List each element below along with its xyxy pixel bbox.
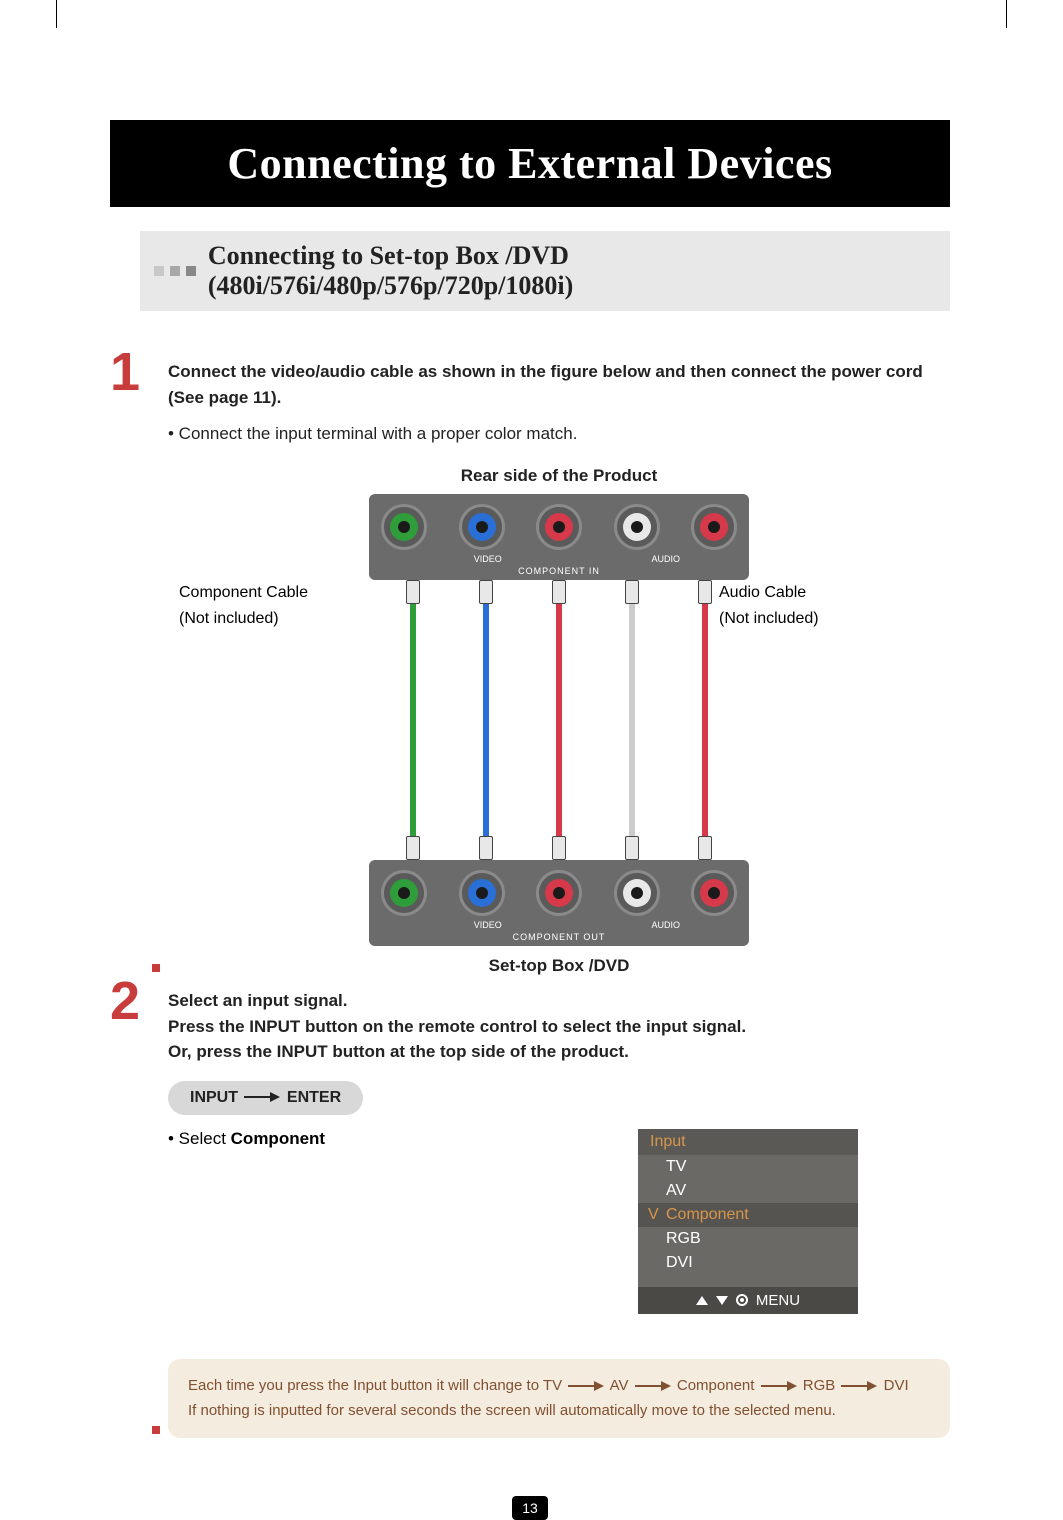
rca-jack	[691, 870, 737, 916]
step-2: 2 Select an input signal. Press the INPU…	[110, 980, 950, 1438]
video-label: VIDEO	[381, 554, 595, 564]
page-content: Connecting to External Devices Connectin…	[110, 120, 950, 1438]
rca-jack	[614, 870, 660, 916]
input-enter-pill: INPUT ENTER	[168, 1081, 363, 1115]
panel-labels: VIDEO AUDIO	[381, 920, 737, 930]
step-number: 1	[110, 351, 158, 976]
rca-jack	[459, 870, 505, 916]
input-menu-item[interactable]: VComponent	[638, 1203, 858, 1227]
jack-row	[381, 504, 737, 550]
note-line-1: Each time you press the Input button it …	[188, 1373, 930, 1399]
step-2-lower: • Select Component Input TVAVVComponentR…	[168, 1129, 950, 1329]
step-number: 2	[110, 980, 158, 1438]
video-label: VIDEO	[381, 920, 595, 930]
cable-area: Component Cable (Not included) Audio Cab…	[369, 580, 749, 860]
input-menu-header: Input	[638, 1129, 858, 1155]
component-cable-label: Component Cable (Not included)	[179, 580, 359, 631]
section-marker-icon	[186, 266, 196, 276]
triangle-down-icon	[716, 1296, 728, 1305]
component-out-label: COMPONENT OUT	[381, 932, 737, 942]
page-title: Connecting to External Devices	[227, 139, 832, 188]
rca-jack	[691, 504, 737, 550]
arrow-right-icon	[761, 1382, 797, 1390]
input-menu-item[interactable]: DVI	[638, 1251, 858, 1275]
input-menu: Input TVAVVComponentRGBDVI MENU	[638, 1129, 858, 1314]
rca-jack	[614, 504, 660, 550]
rca-jack	[536, 870, 582, 916]
cable	[625, 580, 639, 860]
audio-label: AUDIO	[595, 554, 737, 564]
audio-cable-label: Audio Cable (Not included)	[719, 580, 899, 631]
input-menu-item[interactable]: TV	[638, 1155, 858, 1179]
cable	[406, 580, 420, 860]
step-1-heading: Connect the video/audio cable as shown i…	[168, 359, 950, 410]
rca-jack	[459, 504, 505, 550]
connection-diagram: VIDEO AUDIO COMPONENT IN Component Cable…	[369, 494, 749, 946]
arrow-right-icon	[635, 1382, 671, 1390]
crop-marks	[0, 0, 1063, 40]
input-menu-items: TVAVVComponentRGBDVI	[638, 1155, 858, 1275]
page-number: 13	[512, 1496, 548, 1520]
arrow-right-icon	[841, 1382, 877, 1390]
enter-ring-icon	[736, 1294, 748, 1306]
section-title: Connecting to Set-top Box /DVD (480i/576…	[208, 241, 936, 301]
settop-panel: VIDEO AUDIO COMPONENT OUT	[369, 860, 749, 946]
check-icon: V	[648, 1206, 659, 1224]
diagram-caption-bottom: Set-top Box /DVD	[168, 956, 950, 976]
step-2-body: Select an input signal. Press the INPUT …	[168, 980, 950, 1438]
note-box: Each time you press the Input button it …	[168, 1359, 950, 1438]
audio-label: AUDIO	[595, 920, 737, 930]
step-1: 1 Connect the video/audio cable as shown…	[110, 351, 950, 976]
arrow-right-icon	[568, 1382, 604, 1390]
step-1-body: Connect the video/audio cable as shown i…	[168, 351, 950, 976]
diagram-caption-top: Rear side of the Product	[168, 466, 950, 486]
step-dot-icon	[152, 964, 160, 972]
section-marker-icon	[170, 266, 180, 276]
triangle-up-icon	[696, 1296, 708, 1305]
arrow-right-icon	[244, 1093, 280, 1101]
jack-row	[381, 870, 737, 916]
section-marker-icon	[154, 266, 164, 276]
panel-labels: VIDEO AUDIO	[381, 554, 737, 564]
step-dot-icon	[152, 1426, 160, 1434]
step-1-subtext: • Connect the input terminal with a prop…	[168, 424, 950, 444]
product-rear-panel: VIDEO AUDIO COMPONENT IN	[369, 494, 749, 580]
input-menu-item[interactable]: AV	[638, 1179, 858, 1203]
cable	[698, 580, 712, 860]
rca-jack	[381, 870, 427, 916]
component-in-label: COMPONENT IN	[381, 566, 737, 576]
rca-jack	[381, 504, 427, 550]
cable	[552, 580, 566, 860]
cable	[479, 580, 493, 860]
step-2-heading: Select an input signal. Press the INPUT …	[168, 988, 950, 1065]
note-line-2: If nothing is inputted for several secon…	[188, 1398, 930, 1424]
input-menu-footer: MENU	[638, 1287, 858, 1314]
section-header: Connecting to Set-top Box /DVD (480i/576…	[140, 231, 950, 311]
input-menu-item[interactable]: RGB	[638, 1227, 858, 1251]
page-title-banner: Connecting to External Devices	[110, 120, 950, 207]
rca-jack	[536, 504, 582, 550]
